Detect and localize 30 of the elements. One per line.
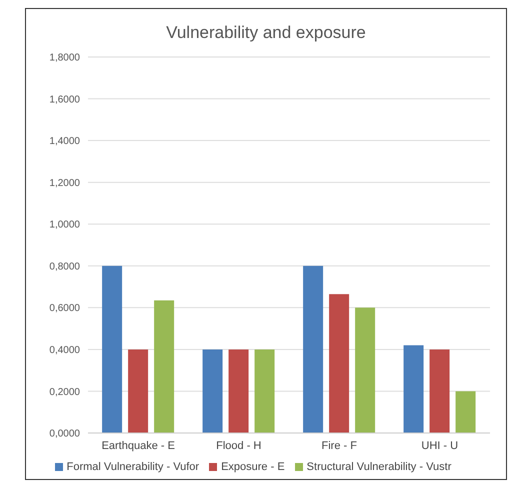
y-tick-label: 1,4000	[49, 136, 80, 148]
x-tick-label: Flood - H	[216, 440, 262, 452]
x-tick-label: Fire - F	[322, 440, 358, 452]
bar	[404, 345, 424, 433]
bar	[154, 300, 174, 433]
legend-label: Formal Vulnerability - Vufor	[66, 461, 200, 473]
bar	[254, 349, 275, 433]
bar	[303, 266, 324, 433]
y-tick-label: 1,2000	[49, 178, 80, 189]
y-tick-label: 1,6000	[49, 94, 80, 106]
chart-title: Vulnerability and exposure	[165, 23, 367, 44]
bar	[329, 294, 350, 433]
bar	[355, 308, 376, 433]
bar	[228, 349, 249, 433]
bar	[128, 349, 148, 433]
bar	[430, 349, 450, 433]
y-tick-label: 0,0000	[49, 428, 80, 440]
legend-label: Structural Vulnerability - Vustr	[306, 461, 452, 473]
bar	[202, 349, 223, 433]
x-tick-label: Earthquake - E	[102, 440, 175, 452]
bar	[102, 266, 122, 433]
y-tick-label: 1,8000	[49, 52, 80, 64]
legend-label: Exposure - E	[221, 461, 285, 473]
y-tick-label: 0,2000	[49, 386, 80, 398]
y-tick-label: 0,6000	[49, 303, 80, 314]
bar	[456, 391, 476, 433]
y-tick-label: 1,0000	[49, 220, 80, 231]
y-tick-label: 0,8000	[49, 261, 80, 272]
x-tick-label: UHI - U	[421, 440, 458, 452]
y-tick-label: 0,4000	[49, 344, 80, 356]
